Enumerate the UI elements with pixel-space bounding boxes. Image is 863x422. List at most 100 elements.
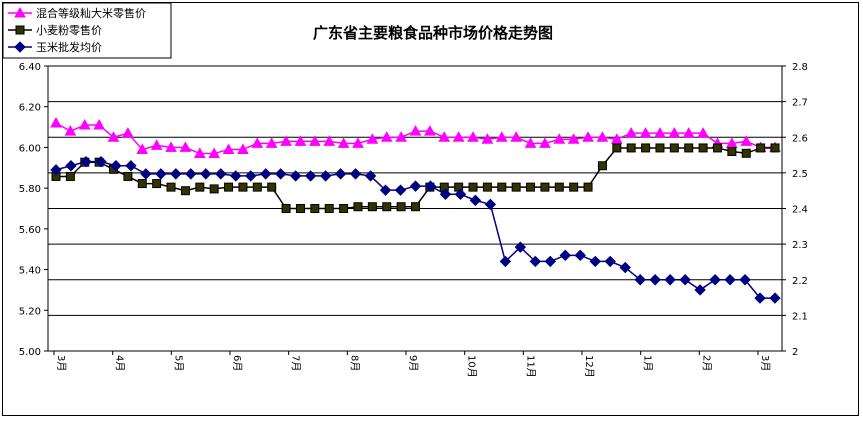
data-point [78,119,91,130]
data-point [712,143,722,153]
data-point [367,202,377,212]
data-point [334,168,347,180]
right-tick-label: 2.2 [792,276,808,287]
price-trend-chart: 广东省主要粮食品种市场价格走势图 5.00 5.20 5.40 5.60 5.80 6.0… [3,3,808,378]
data-point [165,141,177,152]
data-point [380,131,393,142]
data-point [409,180,422,192]
data-point [424,180,437,192]
data-point [166,182,176,192]
right-tick-label: 2.8 [792,62,808,73]
x-tick-label: 3月 [55,355,67,371]
data-point [155,168,167,180]
legend-label: 混合等级籼大米零售价 [36,6,146,20]
data-point [698,143,708,153]
data-point [193,147,206,159]
data-point [310,204,320,213]
data-point [655,143,665,153]
data-point [304,170,317,182]
data-point [697,127,709,138]
data-point [567,133,580,144]
data-point [679,274,691,286]
data-point [529,255,542,268]
data-point [50,116,62,128]
left-tick-label: 5.00 [19,347,41,358]
data-point [224,182,234,192]
data-point [252,182,262,192]
data-point [754,292,766,304]
data-point [438,131,451,142]
data-point [136,143,149,154]
data-point [50,164,62,176]
data-point [604,255,616,268]
data-point [295,204,305,213]
data-point [724,274,736,286]
data-point [756,143,766,153]
x-tick-label: 6月 [231,355,243,371]
data-point [215,168,227,180]
data-point [274,168,287,180]
data-point [484,198,497,211]
right-tick-label: 2.3 [792,240,808,251]
data-point [664,274,676,286]
right-tick-label: 2.1 [792,311,808,322]
data-point [497,182,507,192]
data-point [64,125,77,136]
data-point [281,204,291,213]
x-tick-label: 3月 [759,355,771,371]
data-point [366,133,379,144]
data-point [267,182,277,192]
data-point [396,202,406,212]
data-point [230,170,242,182]
data-point [125,160,137,172]
data-point [641,143,651,153]
data-point [280,135,292,146]
data-point [352,137,364,148]
legend-swatch-marker [14,41,26,53]
data-point [495,131,508,142]
data-point [582,131,594,142]
data-point [569,182,579,192]
data-point [741,148,751,158]
data-point [395,131,407,142]
data-point [610,133,623,144]
data-point [337,137,350,148]
data-point [152,179,162,189]
data-point [93,119,105,130]
x-tick-label: 8月 [348,355,360,371]
data-point [539,137,551,148]
data-point [554,182,564,192]
data-point [727,147,737,156]
data-point [612,143,622,153]
data-point [324,204,334,213]
data-point [185,168,197,180]
data-point [379,184,392,196]
data-point [684,143,694,153]
data-point [353,202,363,212]
chart-frame: 广东省主要粮食品种市场价格走势图 5.00 5.20 5.40 5.60 5.80 6.0… [2,2,859,416]
data-point [339,204,349,213]
data-point [382,202,392,212]
data-point [308,135,321,146]
data-point [364,170,377,182]
legend-label: 玉米批发均价 [36,40,102,54]
left-tick-label: 5.60 [19,225,41,236]
x-tick-label: 10月 [466,355,478,378]
data-point [452,131,465,142]
data-point [265,137,278,148]
x-tick-label: 5月 [172,355,184,371]
data-point [439,188,452,200]
data-point [468,182,478,192]
data-point [770,143,780,153]
data-point [649,274,661,286]
data-point [180,186,190,196]
data-point [394,184,407,196]
data-point [526,182,536,192]
data-point [514,241,527,253]
data-point [469,194,482,207]
data-point [769,292,781,304]
series-line [56,147,775,210]
right-tick-label: 2.7 [792,98,808,109]
data-point [481,133,494,144]
series-group [50,116,781,304]
